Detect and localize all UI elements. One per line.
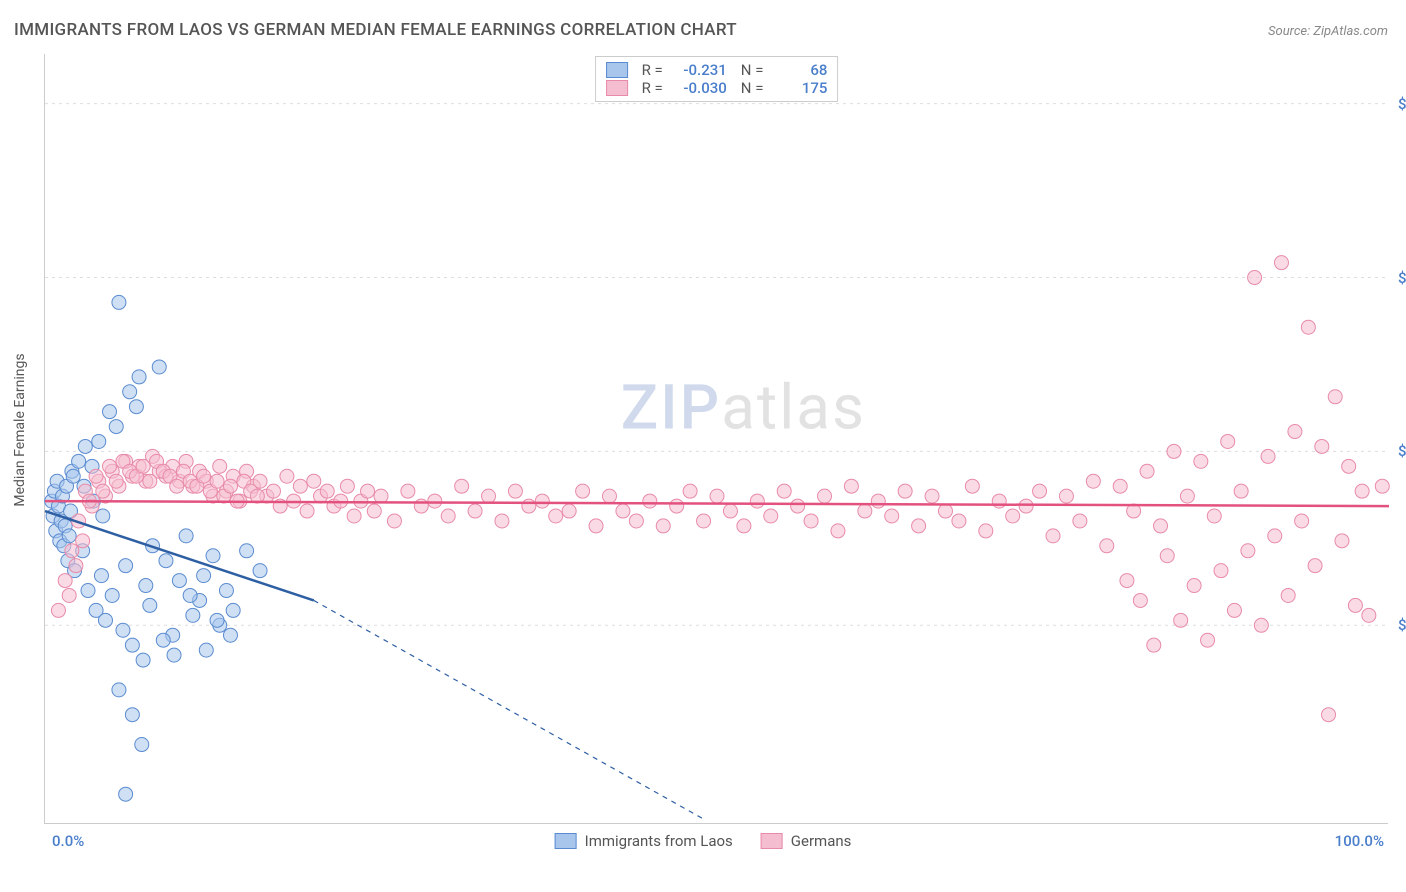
y-tick-label: $45,000 bbox=[1390, 442, 1406, 460]
legend-row-laos: R = -0.231 N = 68 bbox=[606, 61, 828, 79]
trend-line bbox=[45, 511, 314, 600]
n-value: 68 bbox=[771, 61, 827, 79]
r-value: -0.030 bbox=[671, 79, 727, 97]
x-tick-max: 100.0% bbox=[1335, 832, 1384, 850]
stat-label: R = bbox=[642, 61, 663, 79]
n-value: 175 bbox=[771, 79, 827, 97]
stat-label: N = bbox=[741, 79, 764, 97]
swatch-icon bbox=[606, 80, 628, 96]
plot-area: R = -0.231 N = 68 R = -0.030 N = 175 ZIP… bbox=[44, 54, 1388, 824]
stat-label: N = bbox=[741, 61, 764, 79]
series-name: Immigrants from Laos bbox=[585, 832, 733, 850]
series-name: Germans bbox=[791, 832, 852, 850]
legend-item-germans: Germans bbox=[761, 832, 852, 850]
series-legend: Immigrants from Laos Germans bbox=[555, 832, 852, 850]
source-attribution: Source: ZipAtlas.com bbox=[1268, 24, 1388, 39]
swatch-icon bbox=[555, 833, 577, 849]
trend-line-extrapolated bbox=[314, 600, 704, 819]
swatch-icon bbox=[761, 833, 783, 849]
chart-title: IMMIGRANTS FROM LAOS VS GERMAN MEDIAN FE… bbox=[14, 20, 737, 40]
trend-layer bbox=[45, 54, 1388, 823]
y-tick-label: $80,000 bbox=[1390, 95, 1406, 113]
stat-label: R = bbox=[642, 79, 663, 97]
x-tick-min: 0.0% bbox=[52, 832, 84, 850]
trend-line bbox=[45, 501, 1389, 506]
y-tick-label: $62,500 bbox=[1390, 269, 1406, 287]
r-value: -0.231 bbox=[671, 61, 727, 79]
swatch-icon bbox=[606, 62, 628, 78]
y-axis-label: Median Female Earnings bbox=[12, 353, 28, 506]
correlation-legend: R = -0.231 N = 68 R = -0.030 N = 175 bbox=[595, 56, 839, 102]
y-tick-label: $27,500 bbox=[1390, 616, 1406, 634]
legend-row-germans: R = -0.030 N = 175 bbox=[606, 79, 828, 97]
legend-item-laos: Immigrants from Laos bbox=[555, 832, 733, 850]
